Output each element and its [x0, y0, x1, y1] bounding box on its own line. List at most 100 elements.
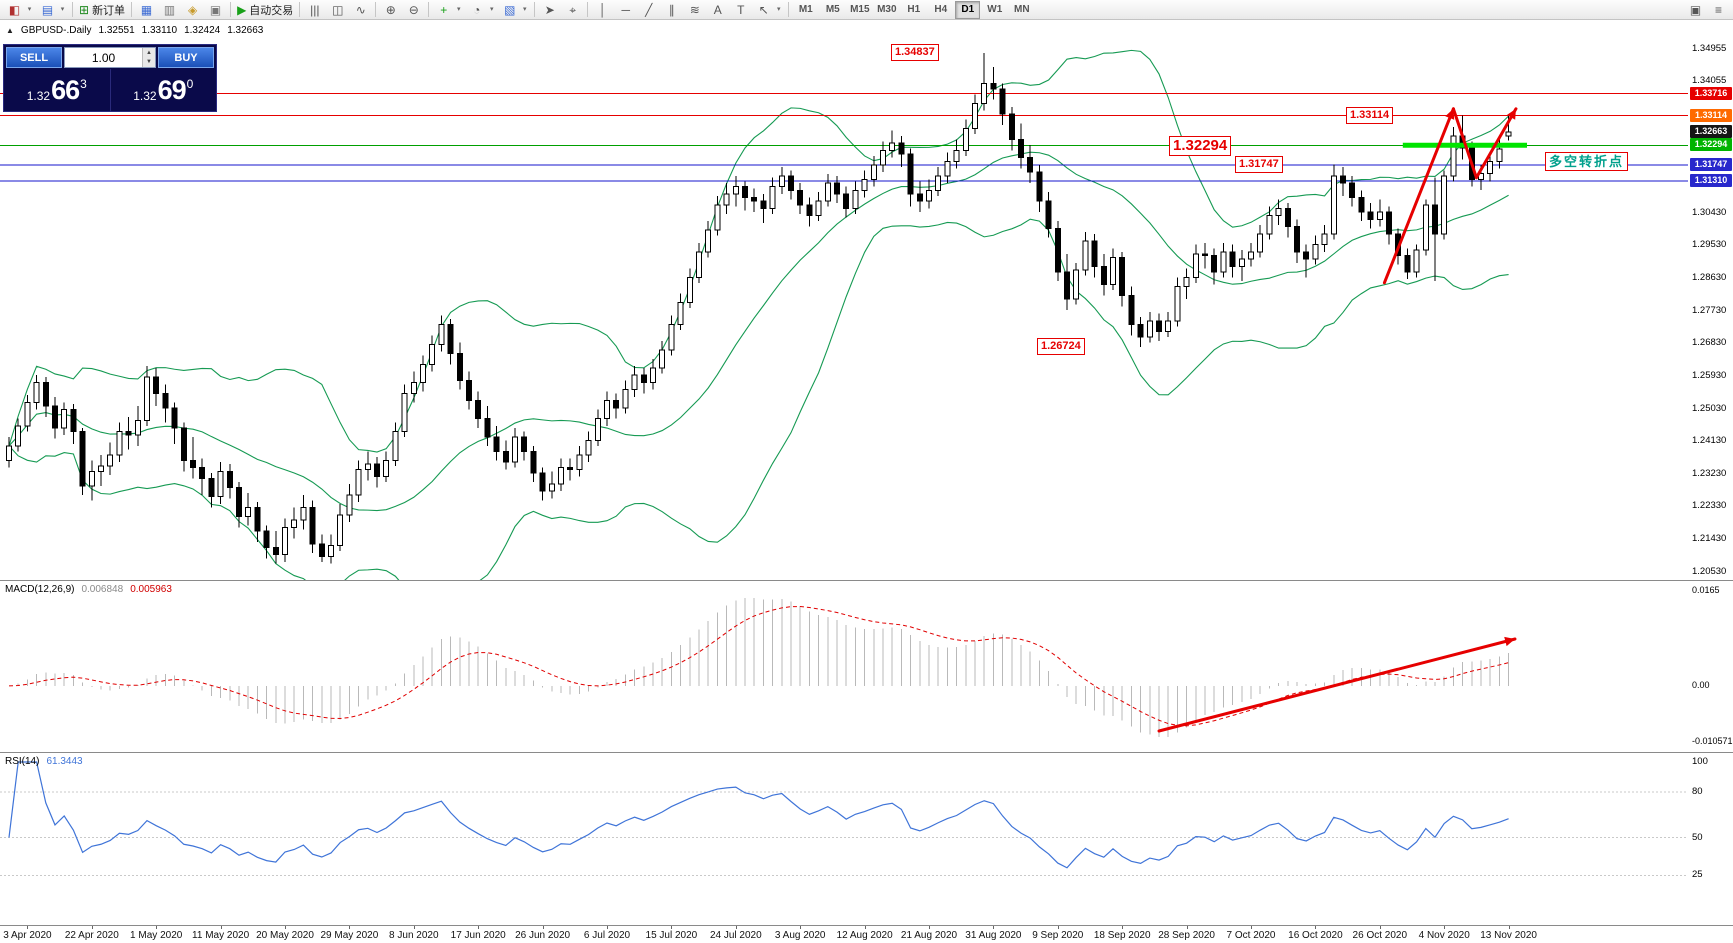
- date-label: 31 Aug 2020: [965, 930, 1022, 941]
- timeframe-w1[interactable]: W1: [987, 4, 1003, 15]
- data-window-icon[interactable]: ▥: [163, 2, 176, 17]
- date-label: 13 Nov 2020: [1480, 930, 1537, 941]
- date-tick: [1186, 926, 1188, 929]
- sell-price-sup: 3: [80, 76, 87, 91]
- toolbar-separator: [131, 2, 133, 17]
- timeframe-h1[interactable]: H1: [907, 4, 921, 15]
- date-tick: [864, 926, 866, 929]
- equidistant-channel-icon[interactable]: ∥: [668, 2, 675, 17]
- date-tick: [349, 926, 351, 929]
- date-label: 11 May 2020: [192, 930, 250, 941]
- label-icon[interactable]: T: [737, 2, 745, 17]
- timeframe-m1[interactable]: M1: [798, 4, 813, 15]
- macd-title: MACD(12,26,9): [5, 584, 75, 595]
- toolbar-separator: [788, 2, 790, 17]
- price-axis-marker: 1.31310: [1690, 173, 1732, 187]
- volume-up-icon[interactable]: ▲: [146, 49, 152, 56]
- macd-plot[interactable]: [0, 581, 1688, 752]
- price-axis-label: 1.20530: [1692, 565, 1727, 577]
- bar-low-value: 1.32424: [184, 25, 221, 36]
- date-tick: [929, 926, 930, 929]
- templates-dropdown-icon[interactable]: ▾: [523, 6, 527, 13]
- price-axis-label: 1.29530: [1692, 239, 1727, 251]
- toolbar-right-group: ▣ ≡: [1684, 0, 1730, 20]
- market-watch-icon[interactable]: ▦: [140, 2, 153, 17]
- zoom-in-icon[interactable]: ⊕: [385, 2, 396, 17]
- horizontal-line-icon[interactable]: ─: [621, 2, 631, 17]
- arrow-tool-icon[interactable]: ↖: [758, 2, 769, 17]
- timeframe-m5[interactable]: M5: [825, 4, 840, 15]
- tile-windows-icon[interactable]: ▣: [1689, 2, 1702, 17]
- sell-button[interactable]: SELL: [6, 47, 62, 68]
- vertical-line-icon[interactable]: │: [599, 2, 607, 17]
- volume-box: ▲ ▼: [64, 47, 156, 68]
- text-icon[interactable]: A: [713, 2, 722, 17]
- date-label: 6 Jul 2020: [583, 930, 631, 941]
- buy-price[interactable]: 1.32 69 0: [111, 69, 217, 111]
- rsi-plot[interactable]: [0, 753, 1688, 925]
- window-menu-icon[interactable]: ≡: [1714, 2, 1722, 17]
- date-tick: [220, 926, 222, 929]
- profiles-dropdown-icon[interactable]: ▾: [60, 6, 65, 13]
- price-axis-marker: 1.32294: [1690, 138, 1732, 152]
- volume-input[interactable]: [65, 48, 142, 67]
- templates-icon[interactable]: ▧: [504, 2, 516, 17]
- navigator-icon[interactable]: ◈: [187, 2, 198, 17]
- macd-axis-label: -0.010571: [1692, 736, 1733, 746]
- candlestick-plot[interactable]: [0, 20, 1688, 580]
- price-tag-131747: 1.31747: [1235, 156, 1283, 174]
- autotrading-icon[interactable]: ▶ 自动交易: [237, 2, 294, 17]
- date-label: 3 Apr 2020: [3, 930, 52, 941]
- line-chart-icon[interactable]: ∿: [355, 2, 366, 17]
- buy-button[interactable]: BUY: [158, 47, 214, 68]
- macd-main-value: 0.006848: [81, 584, 124, 595]
- price-axis-label: 1.34955: [1692, 42, 1727, 54]
- date-label: 1 May 2020: [130, 930, 183, 941]
- timeframe-m15[interactable]: M15: [850, 4, 870, 15]
- bar-chart-icon[interactable]: |||: [310, 2, 320, 17]
- date-axis[interactable]: 3 Apr 2020 22 Apr 2020 1 May 2020 11 May 20…: [0, 925, 1733, 943]
- periods-icon[interactable]: ◔: [473, 2, 481, 17]
- date-label: 21 Aug 2020: [900, 930, 958, 941]
- terminal-icon[interactable]: ▣: [209, 2, 222, 17]
- periods-dropdown-icon[interactable]: ▾: [490, 6, 494, 13]
- date-tick: [671, 926, 673, 929]
- new-order-icon[interactable]: ⊞ 新订单: [79, 2, 126, 17]
- cursor-icon[interactable]: ➤: [544, 2, 555, 17]
- date-tick: [607, 926, 608, 929]
- toolbar-separator: [428, 2, 430, 17]
- timeframe-d1[interactable]: D1: [955, 0, 981, 19]
- price-axis-label: 1.26830: [1692, 337, 1727, 349]
- crosshair-icon[interactable]: ⌖: [569, 2, 577, 17]
- one-click-toggle-icon[interactable]: ▲: [6, 26, 14, 35]
- fibonacci-icon[interactable]: ≋: [689, 2, 700, 17]
- date-tick: [1379, 926, 1381, 929]
- date-label: 26 Jun 2020: [515, 930, 571, 941]
- timeframe-mn[interactable]: MN: [1014, 4, 1030, 15]
- bar-close-value: 1.32663: [227, 25, 264, 36]
- chart-legend: ▲ GBPUSD-.Daily 1.32551 1.33110 1.32424 …: [6, 25, 263, 36]
- new-chart-dropdown-icon[interactable]: ▾: [27, 6, 32, 13]
- new-chart-icon[interactable]: ◧: [8, 2, 21, 17]
- indicators-dropdown-icon[interactable]: ▾: [457, 6, 461, 13]
- date-tick: [478, 926, 480, 929]
- timeframe-m30[interactable]: M30: [877, 4, 897, 15]
- turning-point-label: 多空转折点: [1545, 152, 1629, 172]
- toolbar-separator: [375, 2, 377, 17]
- trendline-icon[interactable]: ╱: [645, 2, 653, 17]
- arrow-tool-dropdown-icon[interactable]: ▾: [777, 6, 781, 13]
- price-axis-label: 1.23230: [1692, 467, 1727, 479]
- toolbar-separator: [72, 2, 73, 17]
- sell-price[interactable]: 1.32 66 3: [4, 69, 110, 111]
- volume-down-icon[interactable]: ▼: [146, 59, 152, 66]
- price-axis-marker: 1.33114: [1690, 108, 1732, 122]
- rsi-axis-label: 100: [1692, 756, 1708, 767]
- profiles-icon[interactable]: ▤: [41, 2, 54, 17]
- timeframe-h4[interactable]: H4: [934, 4, 948, 15]
- date-label: 17 Jun 2020: [450, 930, 506, 941]
- rsi-legend: RSI(14) 61.3443: [5, 756, 83, 767]
- zoom-out-icon[interactable]: ⊖: [408, 2, 419, 17]
- candlestick-chart-icon[interactable]: ◫: [332, 2, 344, 17]
- indicators-icon[interactable]: +: [440, 2, 448, 17]
